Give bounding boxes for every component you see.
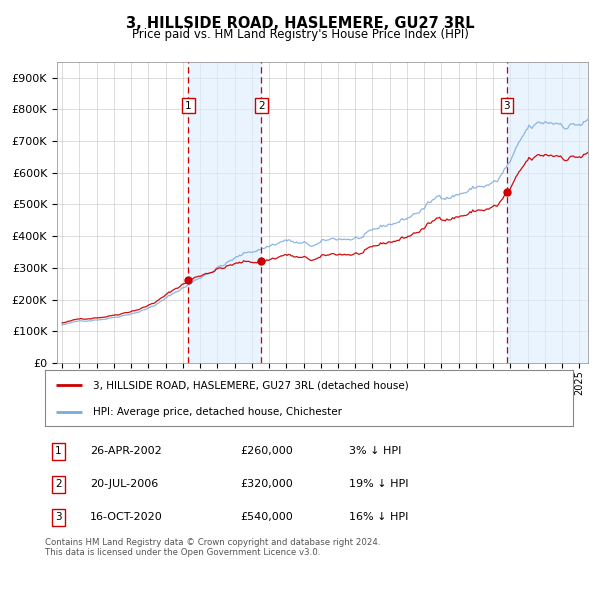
Text: Contains HM Land Registry data © Crown copyright and database right 2024.
This d: Contains HM Land Registry data © Crown c… <box>45 538 380 558</box>
Text: 3% ↓ HPI: 3% ↓ HPI <box>349 447 401 456</box>
Bar <box>188 62 261 363</box>
Text: 3, HILLSIDE ROAD, HASLEMERE, GU27 3RL: 3, HILLSIDE ROAD, HASLEMERE, GU27 3RL <box>125 16 475 31</box>
Text: 16% ↓ HPI: 16% ↓ HPI <box>349 513 408 522</box>
Text: HPI: Average price, detached house, Chichester: HPI: Average price, detached house, Chic… <box>92 407 341 417</box>
Text: 3: 3 <box>503 100 510 110</box>
Text: 2: 2 <box>258 100 265 110</box>
Text: 3: 3 <box>55 513 62 522</box>
Text: £260,000: £260,000 <box>241 447 293 456</box>
Text: 2: 2 <box>55 480 62 489</box>
Text: 16-OCT-2020: 16-OCT-2020 <box>90 513 163 522</box>
Text: Price paid vs. HM Land Registry's House Price Index (HPI): Price paid vs. HM Land Registry's House … <box>131 28 469 41</box>
Text: 3, HILLSIDE ROAD, HASLEMERE, GU27 3RL (detached house): 3, HILLSIDE ROAD, HASLEMERE, GU27 3RL (d… <box>92 380 408 390</box>
Text: 1: 1 <box>185 100 191 110</box>
Text: 20-JUL-2006: 20-JUL-2006 <box>90 480 158 489</box>
Text: 26-APR-2002: 26-APR-2002 <box>90 447 161 456</box>
Text: 1: 1 <box>55 447 62 456</box>
Text: £320,000: £320,000 <box>241 480 293 489</box>
Text: £540,000: £540,000 <box>241 513 293 522</box>
Text: 19% ↓ HPI: 19% ↓ HPI <box>349 480 408 489</box>
Bar <box>507 62 588 363</box>
